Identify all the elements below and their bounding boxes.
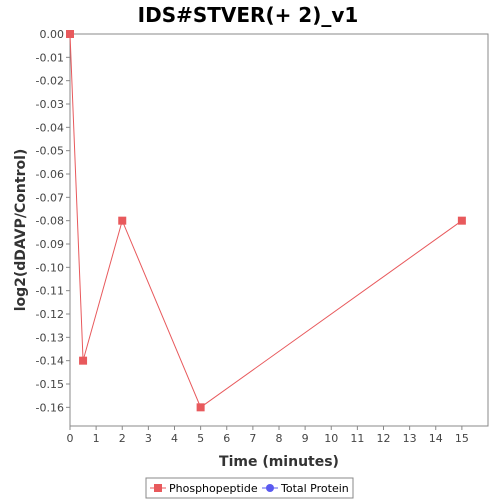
y-axis-label: log2(dDAVP/Control)	[13, 149, 29, 312]
x-tick-label: 7	[249, 432, 256, 445]
x-tick-label: 12	[377, 432, 391, 445]
y-tick-label: -0.06	[36, 168, 64, 181]
data-point-phosphopeptide	[196, 403, 205, 412]
x-tick-label: 11	[350, 432, 364, 445]
x-tick-label: 2	[119, 432, 126, 445]
y-tick-label: -0.12	[36, 308, 64, 321]
x-tick-label: 4	[171, 432, 178, 445]
y-tick-label: -0.09	[36, 238, 64, 251]
y-tick-label: -0.01	[36, 51, 64, 64]
x-tick-label: 8	[276, 432, 283, 445]
y-tick-label: 0.00	[40, 28, 65, 41]
data-point-phosphopeptide	[457, 216, 466, 225]
data-point-phosphopeptide	[66, 30, 74, 38]
legend-marker-phosphopeptide	[154, 484, 162, 492]
x-tick-label: 9	[302, 432, 309, 445]
x-tick-label: 5	[197, 432, 204, 445]
x-tick-label: 13	[403, 432, 417, 445]
legend: Phosphopeptide Total Protein	[145, 477, 354, 499]
data-point-phosphopeptide	[118, 216, 127, 225]
legend-box	[145, 477, 354, 499]
x-tick-label: 15	[455, 432, 469, 445]
x-axis-label: Time (minutes)	[219, 454, 339, 470]
y-tick-label: -0.15	[36, 378, 64, 391]
y-tick-label: -0.11	[36, 285, 64, 298]
y-tick-label: -0.03	[36, 98, 64, 111]
x-tick-label: 10	[324, 432, 338, 445]
y-tick-label: -0.16	[36, 401, 64, 414]
legend-label-phosphopeptide: Phosphopeptide	[169, 482, 258, 495]
legend-marker-total-protein	[266, 484, 274, 492]
y-tick-label: -0.13	[36, 331, 64, 344]
y-tick-label: -0.07	[36, 191, 64, 204]
y-tick-label: -0.04	[36, 121, 64, 134]
data-point-phosphopeptide	[79, 356, 88, 365]
x-tick-label: 1	[93, 432, 100, 445]
x-tick-label: 3	[145, 432, 152, 445]
y-tick-label: -0.02	[36, 75, 64, 88]
chart-title: IDS#STVER(+ 2)_v1	[138, 3, 359, 27]
y-tick-label: -0.14	[36, 355, 64, 368]
y-tick-label: -0.05	[36, 145, 64, 158]
legend-label-total-protein: Total Protein	[280, 482, 349, 495]
x-tick-label: 6	[223, 432, 230, 445]
y-tick-label: -0.10	[36, 261, 64, 274]
y-tick-label: -0.08	[36, 215, 64, 228]
x-tick-label: 0	[67, 432, 74, 445]
plot-area	[69, 33, 489, 427]
series-points	[66, 30, 466, 412]
x-axis: 0 1 2 3 4 5 6 7 8 9 10 11 12 13 14 15	[67, 426, 469, 445]
y-axis: 0.00 -0.01 -0.02 -0.03 -0.04 -0.05 -0.06 -0.07 -…	[36, 28, 70, 414]
x-tick-label: 14	[429, 432, 443, 445]
